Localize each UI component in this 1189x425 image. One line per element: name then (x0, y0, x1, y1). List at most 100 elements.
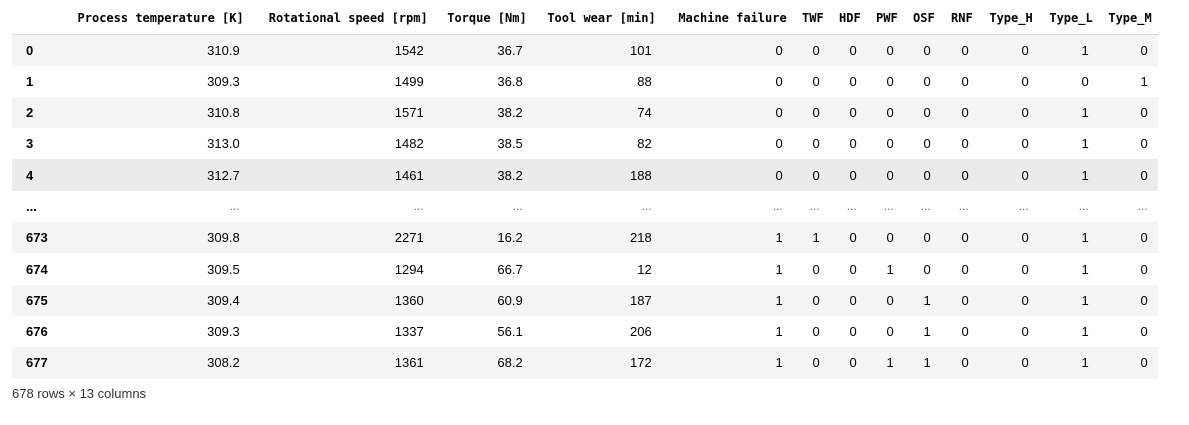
table-cell: 0 (849, 292, 857, 308)
table-cell: 1 (775, 355, 783, 371)
table-cell: ... (229, 199, 240, 214)
row-index: 677 (26, 355, 48, 371)
dataframe-output: Process temperature [K] Rotational speed … (12, 3, 1158, 379)
table-row: 4 312.7 1461 38.2 188 0 0 0 0 0 0 0 1 0 (12, 159, 1158, 191)
table-cell: ... (772, 199, 783, 214)
table-cell: 0 (886, 73, 894, 89)
table-cell: 1 (886, 355, 894, 371)
table-cell: 0 (923, 230, 931, 246)
table-row: 2 310.8 1571 38.2 74 0 0 0 0 0 0 0 1 0 (12, 96, 1158, 129)
table-cell: 0 (961, 324, 969, 340)
table-cell: 0 (812, 292, 820, 308)
table-cell: 0 (775, 73, 783, 89)
table-cell: 206 (630, 324, 652, 340)
table-cell: 56.1 (497, 324, 523, 340)
table-cell: 1461 (394, 167, 424, 183)
table-cell: 0 (1021, 261, 1029, 277)
column-header: HDF (829, 3, 867, 35)
column-header: PWF (866, 3, 904, 35)
column-header: Type_M (1098, 3, 1158, 35)
table-cell: 1542 (394, 42, 424, 58)
column-header: TWF (792, 3, 830, 35)
table-cell: 38.5 (497, 136, 523, 152)
table-cell: 0 (961, 292, 969, 308)
table-cell: 1337 (394, 324, 424, 340)
table-cell: 1 (1081, 292, 1089, 308)
table-row: 1 309.3 1499 36.8 88 0 0 0 0 0 0 0 0 1 (12, 66, 1158, 97)
table-cell: 309.3 (207, 324, 240, 340)
table-cell: 0 (961, 230, 969, 246)
table-cell: 0 (849, 261, 857, 277)
table-cell: ... (883, 199, 894, 214)
table-cell: 0 (961, 42, 969, 58)
table-cell: 36.7 (497, 42, 523, 58)
column-header: OSF (903, 3, 941, 35)
table-cell: 0 (1140, 292, 1148, 308)
table-cell: 310.9 (207, 42, 240, 58)
table-row: 673 309.8 2271 16.2 218 1 1 0 0 0 0 0 1 0 (12, 222, 1158, 254)
table-cell: 1361 (394, 355, 424, 371)
row-index: 2 (26, 105, 34, 121)
table-cell: 0 (1140, 136, 1148, 152)
table-cell: 0 (1140, 324, 1148, 340)
table-cell: 0 (961, 105, 969, 121)
table-cell: 0 (1021, 230, 1029, 246)
table-cell: 60.9 (497, 292, 523, 308)
table-cell: 312.7 (207, 167, 240, 183)
table-cell: 1 (1081, 136, 1089, 152)
table-cell: 1360 (394, 292, 424, 308)
table-cell: ... (846, 199, 857, 214)
table-cell: 0 (849, 324, 857, 340)
table-cell: 1 (1081, 167, 1089, 183)
ellipsis-row: ........................................… (12, 191, 1158, 222)
table-cell: 0 (923, 136, 931, 152)
table-cell: 309.8 (207, 230, 240, 246)
row-index: 674 (26, 261, 48, 277)
table-cell: 1 (1081, 230, 1089, 246)
table-cell: 0 (1140, 230, 1148, 246)
table-cell: 310.8 (207, 105, 240, 121)
table-cell: 0 (1021, 136, 1029, 152)
table-cell: 0 (1021, 324, 1029, 340)
table-cell: 0 (849, 167, 857, 183)
table-cell: 0 (849, 73, 857, 89)
table-cell: ... (1078, 199, 1089, 214)
table-cell: 0 (1021, 73, 1029, 89)
table-cell: 0 (923, 73, 931, 89)
table-cell: 187 (630, 292, 652, 308)
table-row: 677 308.2 1361 68.2 172 1 0 0 1 1 0 0 1 0 (12, 347, 1158, 379)
dataframe-shape-label: 678 rows × 13 columns (12, 386, 147, 401)
table-cell: 0 (1140, 355, 1148, 371)
table-cell: 0 (849, 105, 857, 121)
column-header: Machine failure (661, 3, 793, 35)
table-cell: 0 (1140, 261, 1148, 277)
table-cell: 0 (812, 42, 820, 58)
table-cell: 1 (1140, 73, 1148, 89)
table-cell: 1 (775, 292, 783, 308)
table-cell: 1 (775, 261, 783, 277)
table-cell: 1499 (394, 73, 424, 89)
table-cell: 0 (812, 355, 820, 371)
table-row: 674 309.5 1294 66.7 12 1 0 0 1 0 0 0 1 0 (12, 253, 1158, 284)
table-cell: 1 (923, 324, 931, 340)
row-index: 0 (26, 42, 34, 58)
table-cell: 1 (923, 292, 931, 308)
table-cell: 218 (630, 230, 652, 246)
table-cell: 101 (630, 42, 652, 58)
table-cell: 2271 (394, 230, 424, 246)
table-cell: 68.2 (497, 355, 523, 371)
table-cell: 188 (630, 167, 652, 183)
column-header: Tool wear [min] (532, 3, 662, 35)
table-cell: 309.5 (207, 261, 240, 277)
table-cell: 0 (886, 105, 894, 121)
table-cell: 0 (1140, 167, 1148, 183)
table-cell: 1 (775, 324, 783, 340)
row-index: 676 (26, 324, 48, 340)
table-row: 676 309.3 1337 56.1 206 1 0 0 0 1 0 0 1 0 (12, 316, 1158, 347)
table-cell: 0 (775, 136, 783, 152)
table-cell: 0 (775, 105, 783, 121)
table-cell: 88 (637, 73, 652, 89)
table-cell: 308.2 (207, 355, 240, 371)
row-index: 3 (26, 136, 34, 152)
column-header: Type_H (978, 3, 1039, 35)
